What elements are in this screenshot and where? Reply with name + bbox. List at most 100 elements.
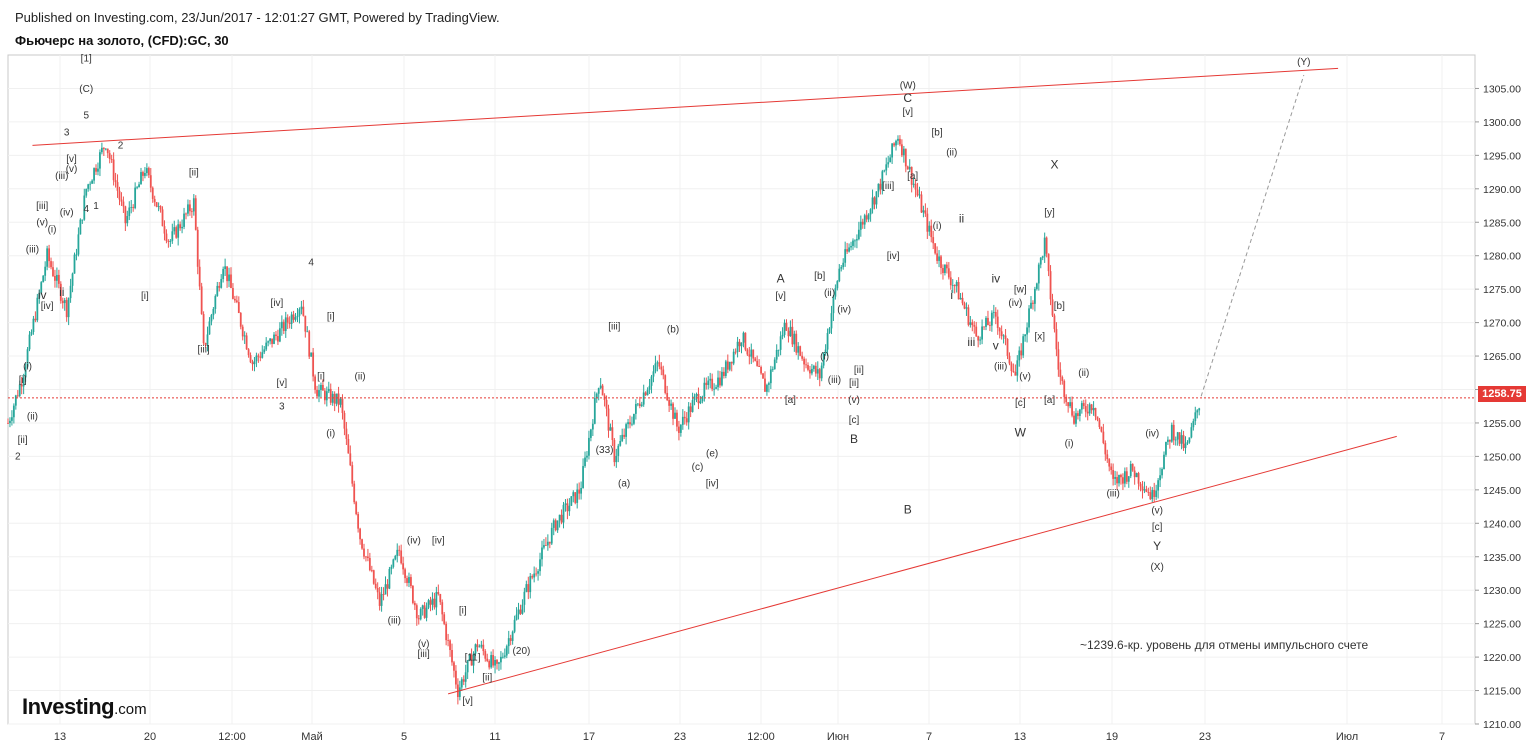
candle-body — [298, 309, 301, 316]
candle-body — [167, 241, 170, 242]
candle-body — [951, 284, 954, 286]
candle-body — [1135, 473, 1138, 478]
candle-body — [370, 570, 373, 571]
candle-body — [605, 400, 608, 409]
investing-logo[interactable]: Investing.com — [22, 694, 147, 720]
candle-body — [294, 317, 297, 320]
wave-label: [iv] — [887, 251, 900, 262]
wave-label: (ii) — [27, 412, 38, 423]
candle-body — [136, 187, 138, 189]
candle-body — [419, 608, 422, 620]
grid-layer — [8, 55, 1475, 725]
candle-body — [91, 180, 94, 184]
candle-body — [519, 609, 522, 614]
candle-body — [1151, 489, 1154, 500]
candle-body — [302, 306, 305, 316]
wave-label: [iii] — [418, 649, 430, 660]
wave-label: (C) — [79, 84, 93, 95]
candle-body — [1028, 308, 1030, 328]
x-tick-label: Май — [301, 731, 323, 743]
candle-body — [77, 234, 80, 255]
wave-label: (iv) — [60, 208, 74, 219]
candle-body — [286, 317, 289, 323]
candle-body — [1163, 454, 1165, 470]
candle-body — [535, 573, 538, 575]
candle-body — [470, 654, 473, 666]
candle-body — [200, 286, 203, 315]
candle-body — [627, 422, 629, 425]
candle-body — [1032, 302, 1034, 304]
candle-body — [693, 396, 696, 401]
candle-body — [126, 216, 129, 224]
candle-body — [795, 333, 798, 353]
candle-body — [14, 395, 17, 406]
candle-body — [568, 505, 571, 512]
candle-body — [556, 520, 559, 531]
candle-body — [157, 206, 160, 207]
candle-body — [106, 148, 109, 154]
candle-body — [87, 184, 90, 189]
candle-body — [353, 483, 356, 503]
candle-body — [1030, 302, 1032, 309]
wave-label: 2 — [15, 452, 21, 463]
candle-body — [1078, 409, 1081, 417]
candle-body — [142, 172, 144, 176]
candle-body — [959, 297, 962, 300]
candle-body — [617, 445, 620, 456]
candle-body — [153, 198, 156, 203]
candle-body — [689, 406, 692, 412]
candle-body — [365, 556, 367, 558]
wave-label: (iii) — [1106, 489, 1119, 500]
candle-body — [149, 175, 152, 188]
candle-body — [382, 594, 385, 595]
wave-label: (c) — [692, 462, 704, 473]
candle-body — [134, 187, 137, 209]
candle-body — [93, 168, 95, 181]
candle-body — [996, 316, 999, 328]
candle-body — [187, 204, 189, 214]
candle-body — [650, 376, 653, 386]
candle-body — [928, 225, 931, 232]
candle-body — [214, 296, 217, 309]
candle-body — [306, 331, 309, 333]
x-tick-label: 23 — [674, 731, 686, 743]
candle-body — [406, 578, 408, 583]
candle-body — [388, 569, 391, 589]
wave-label: [v] — [277, 378, 288, 389]
candle-body — [546, 541, 549, 546]
candle-body — [977, 336, 980, 341]
candle-body — [378, 592, 381, 606]
candle-body — [173, 227, 176, 232]
candle-body — [877, 183, 880, 192]
candle-body — [1168, 439, 1171, 442]
candle-body — [472, 653, 475, 666]
wave-label: (iii) — [55, 171, 68, 182]
candle-body — [384, 584, 387, 595]
candle-body — [333, 393, 336, 404]
candle-body — [132, 207, 135, 209]
candle-body — [721, 371, 723, 386]
candle-body — [120, 199, 123, 202]
candle-body — [638, 403, 641, 407]
wave-label: [i] — [19, 375, 27, 386]
wave-label: [i] — [459, 606, 467, 617]
candle-body — [247, 349, 250, 356]
candle-body — [325, 391, 328, 401]
wave-label: (X) — [1150, 562, 1163, 573]
wave-label: 1 — [93, 201, 99, 212]
candle-body — [439, 594, 442, 603]
candle-body — [1116, 477, 1118, 484]
wave-label: X — [1050, 158, 1058, 172]
candle-body — [554, 520, 557, 531]
candle-body — [245, 335, 248, 350]
candle-body — [711, 378, 714, 390]
candle-body — [588, 437, 590, 456]
candle-body — [574, 492, 577, 503]
candle-body — [865, 215, 868, 220]
candle-body — [161, 209, 164, 227]
candle-body — [38, 292, 41, 298]
x-tick-label: 13 — [54, 731, 66, 743]
wave-label: 3 — [279, 402, 285, 413]
candle-body — [155, 202, 158, 207]
